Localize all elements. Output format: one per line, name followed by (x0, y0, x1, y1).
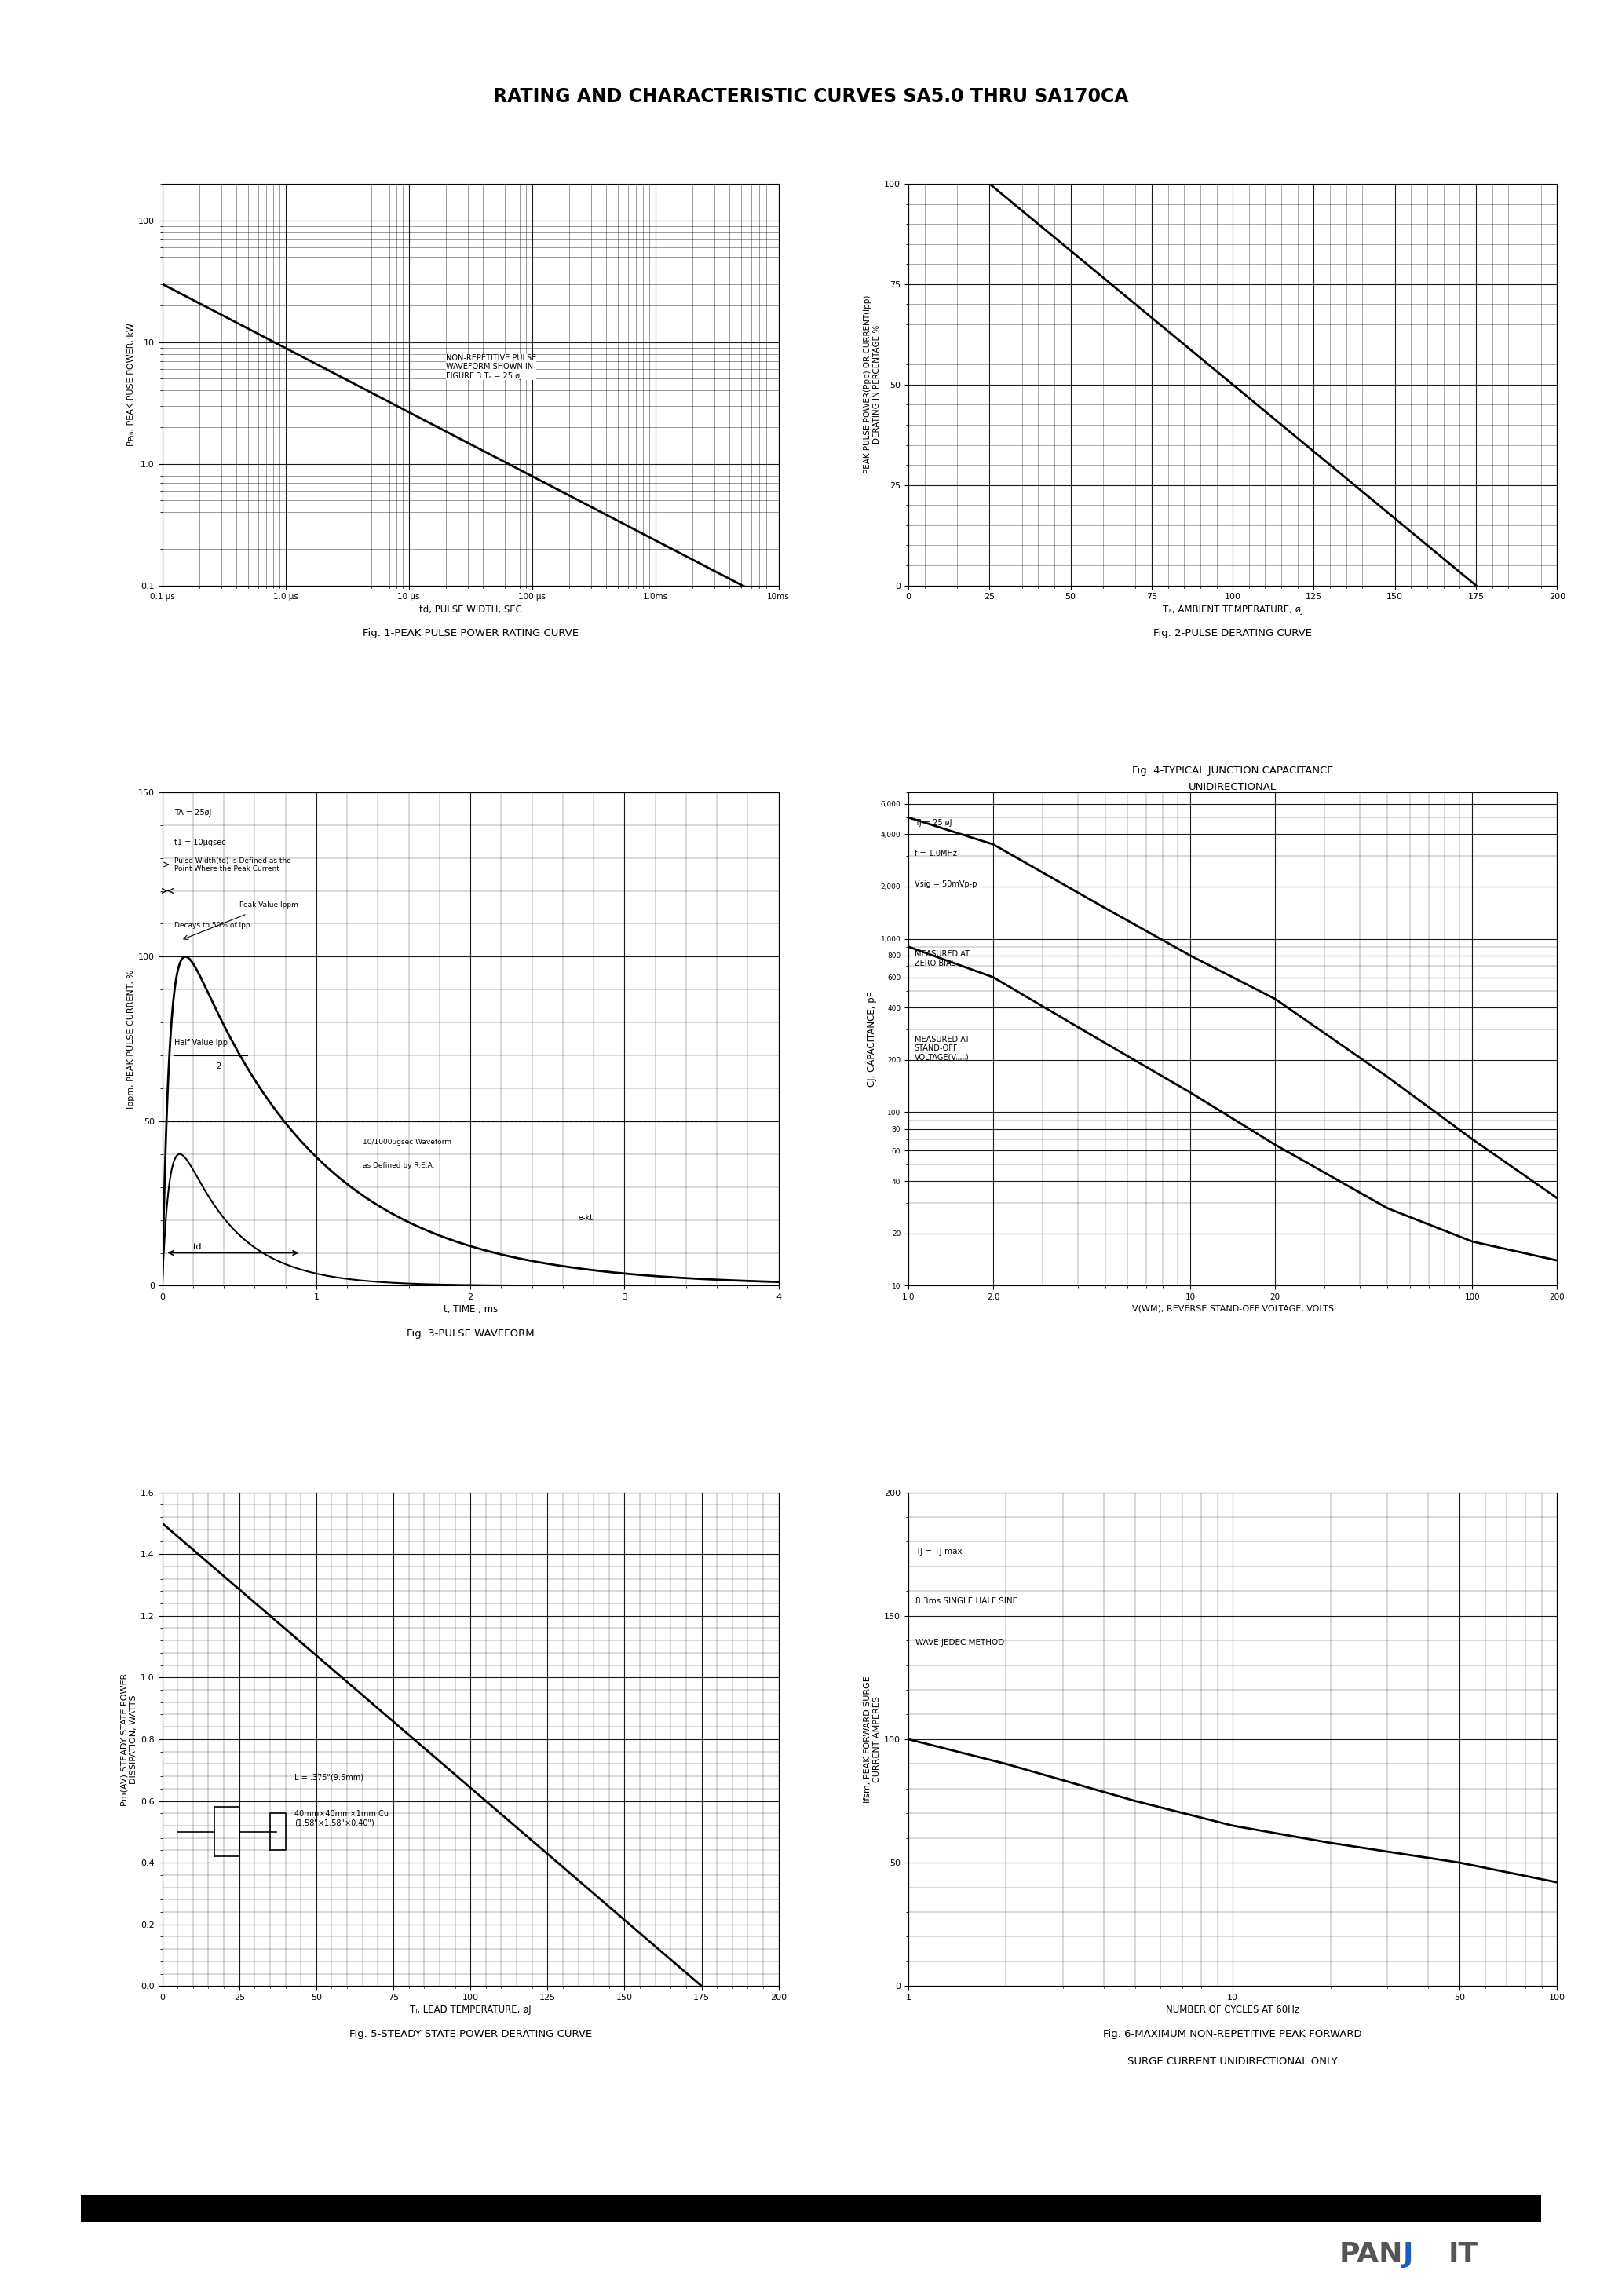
Y-axis label: CJ, CAPACITANCE, pF: CJ, CAPACITANCE, pF (868, 992, 878, 1086)
Text: e-kt: e-kt (577, 1215, 594, 1221)
Text: td: td (193, 1242, 203, 1251)
Y-axis label: Pᴘₘ, PEAK PUSE POWER, kW: Pᴘₘ, PEAK PUSE POWER, kW (127, 324, 135, 445)
Text: f = 1.0MHz: f = 1.0MHz (915, 850, 957, 856)
Y-axis label: Pm(AV) STEADY STATE POWER
DISSIPATION, WATTS: Pm(AV) STEADY STATE POWER DISSIPATION, W… (120, 1674, 138, 1805)
Text: 40mm×40mm×1mm Cu
(1.58"×1.58"×0.40"): 40mm×40mm×1mm Cu (1.58"×1.58"×0.40") (295, 1809, 389, 1828)
Y-axis label: Ifsm, PEAK FORWARD SURGE
CURRENT AMPERES: Ifsm, PEAK FORWARD SURGE CURRENT AMPERES (865, 1676, 881, 1802)
Text: Decays to 50% of Ipp: Decays to 50% of Ipp (175, 921, 250, 928)
Text: MEASURED AT
ZERO BIAS: MEASURED AT ZERO BIAS (915, 951, 970, 967)
Y-axis label: Ippm, PEAK PULSE CURRENT, %: Ippm, PEAK PULSE CURRENT, % (127, 969, 135, 1109)
Text: L = .375"(9.5mm): L = .375"(9.5mm) (295, 1773, 363, 1782)
Text: Peak Value Ippm: Peak Value Ippm (240, 902, 298, 909)
Text: UNIDIRECTIONAL: UNIDIRECTIONAL (1189, 783, 1277, 792)
Text: Half Value Ipp: Half Value Ipp (175, 1040, 229, 1047)
X-axis label: Tₐ, AMBIENT TEMPERATURE, øJ: Tₐ, AMBIENT TEMPERATURE, øJ (1163, 604, 1302, 615)
Y-axis label: PEAK PULSE POWER(Ppp) OR CURRENT(Ipp)
DERATING IN PERCENTAGE %: PEAK PULSE POWER(Ppp) OR CURRENT(Ipp) DE… (865, 296, 881, 473)
Text: Fig. 4-TYPICAL JUNCTION CAPACITANCE: Fig. 4-TYPICAL JUNCTION CAPACITANCE (1132, 767, 1333, 776)
X-axis label: NUMBER OF CYCLES AT 60Hz: NUMBER OF CYCLES AT 60Hz (1166, 2004, 1299, 2016)
X-axis label: td, PULSE WIDTH, SEC: td, PULSE WIDTH, SEC (418, 604, 522, 615)
X-axis label: t, TIME , ms: t, TIME , ms (443, 1304, 498, 1316)
Text: Fig. 3-PULSE WAVEFORM: Fig. 3-PULSE WAVEFORM (407, 1329, 534, 1339)
Text: as Defined by R.E.A.: as Defined by R.E.A. (363, 1162, 435, 1169)
Text: TA = 25øJ: TA = 25øJ (175, 808, 212, 817)
Text: 2: 2 (216, 1063, 221, 1070)
Text: PAN: PAN (1340, 2241, 1403, 2268)
Text: IT: IT (1448, 2241, 1478, 2268)
Text: SURGE CURRENT UNIDIRECTIONAL ONLY: SURGE CURRENT UNIDIRECTIONAL ONLY (1127, 2057, 1338, 2066)
X-axis label: Tₗ, LEAD TEMPERATURE, øJ: Tₗ, LEAD TEMPERATURE, øJ (410, 2004, 530, 2016)
Text: WAVE JEDEC METHOD: WAVE JEDEC METHOD (915, 1639, 1004, 1646)
Text: Vsig = 50mVp-p: Vsig = 50mVp-p (915, 879, 976, 889)
Text: J: J (1403, 2241, 1414, 2268)
Text: t1 = 10µgsec: t1 = 10µgsec (175, 838, 225, 847)
Text: 8.3ms SINGLE HALF SINE: 8.3ms SINGLE HALF SINE (915, 1598, 1017, 1605)
Text: MEASURED AT
STAND-OFF
VOLTAGE(Vₘₘ): MEASURED AT STAND-OFF VOLTAGE(Vₘₘ) (915, 1035, 970, 1061)
Text: Fig. 5-STEADY STATE POWER DERATING CURVE: Fig. 5-STEADY STATE POWER DERATING CURVE (349, 2030, 592, 2039)
Text: Fig. 1-PEAK PULSE POWER RATING CURVE: Fig. 1-PEAK PULSE POWER RATING CURVE (362, 629, 579, 638)
Text: Fig. 2-PULSE DERATING CURVE: Fig. 2-PULSE DERATING CURVE (1153, 629, 1312, 638)
Text: Pulse Width(td) is Defined as the
Point Where the Peak Current: Pulse Width(td) is Defined as the Point … (175, 856, 292, 872)
X-axis label: V(WM), REVERSE STAND-OFF VOLTAGE, VOLTS: V(WM), REVERSE STAND-OFF VOLTAGE, VOLTS (1132, 1304, 1333, 1313)
Text: TJ = TJ max: TJ = TJ max (915, 1548, 962, 1557)
Text: NON-REPETITIVE PULSE
WAVEFORM SHOWN IN
FIGURE 3 Tₐ = 25 øJ: NON-REPETITIVE PULSE WAVEFORM SHOWN IN F… (446, 354, 537, 379)
Text: RATING AND CHARACTERISTIC CURVES SA5.0 THRU SA170CA: RATING AND CHARACTERISTIC CURVES SA5.0 T… (493, 87, 1129, 106)
Text: 10/1000µgsec Waveform: 10/1000µgsec Waveform (363, 1139, 451, 1146)
Text: Fig. 6-MAXIMUM NON-REPETITIVE PEAK FORWARD: Fig. 6-MAXIMUM NON-REPETITIVE PEAK FORWA… (1103, 2030, 1362, 2039)
Text: TJ = 25 øJ: TJ = 25 øJ (915, 820, 952, 827)
